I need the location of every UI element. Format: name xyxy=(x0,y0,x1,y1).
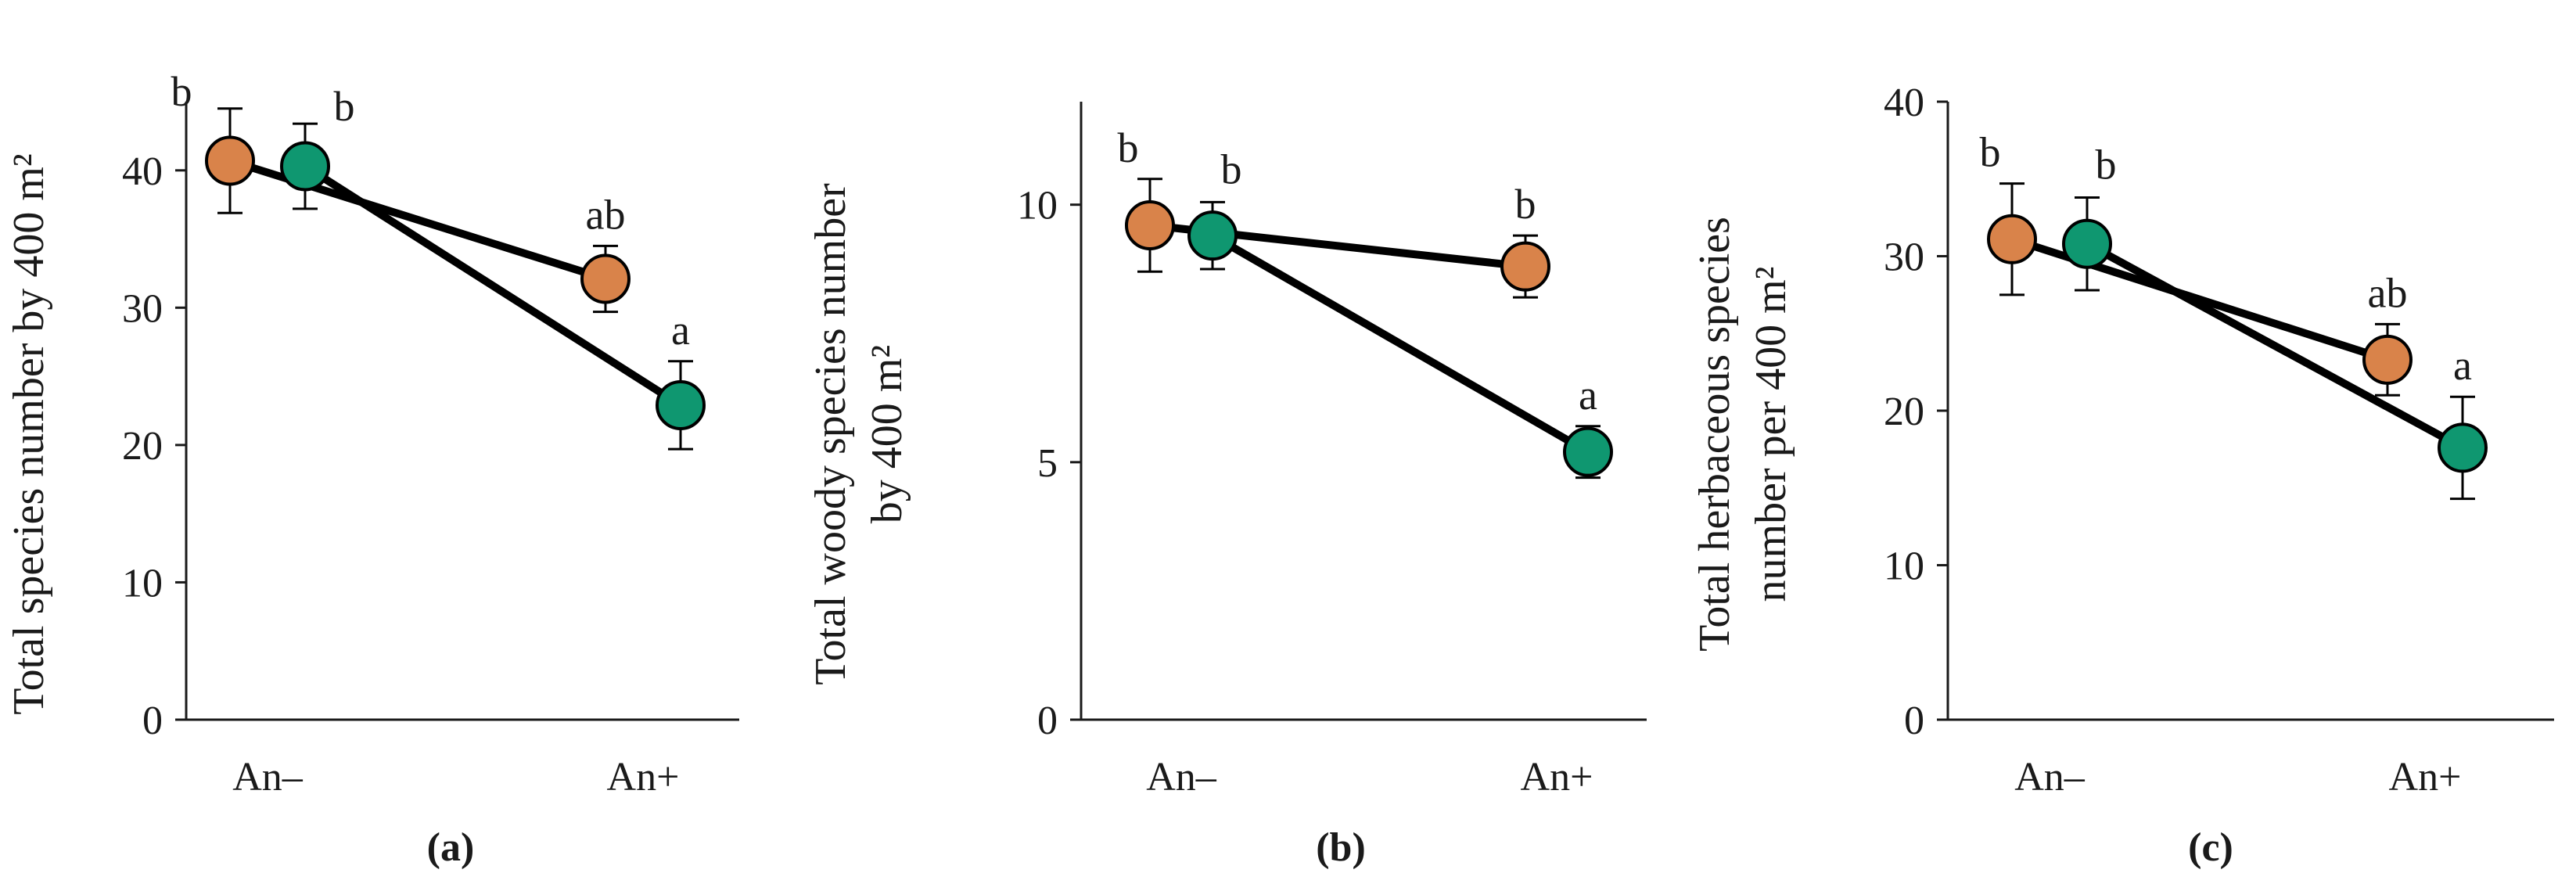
chart-panel-3: 0 10 20 30 40 An– An+ (c) Total herbaceous speci… xyxy=(1690,81,2554,870)
series-line-series_2 xyxy=(1209,232,1592,456)
significance-letter: ab xyxy=(586,191,626,238)
significance-letter: a xyxy=(671,307,690,354)
y-axis-title-line: Total herbaceous species xyxy=(1690,217,1739,652)
x-tick-label: An+ xyxy=(1521,755,1593,799)
x-tick-label: An– xyxy=(1146,755,1217,799)
data-point-series_1 xyxy=(1125,200,1175,250)
data-point-series_1 xyxy=(1987,214,2037,264)
significance-letter: b xyxy=(1221,146,1242,192)
significance-letter: b xyxy=(1515,181,1536,228)
series-line-series_2 xyxy=(301,162,684,409)
data-point-series_2 xyxy=(1187,210,1238,261)
significance-letter: b xyxy=(1118,124,1139,171)
y-axis-title-line: Total species number by 400 m² xyxy=(5,153,53,714)
data-point-series_1 xyxy=(580,253,631,304)
y-tick-label: 40 xyxy=(1884,81,1924,125)
data-point-series_2 xyxy=(2438,422,2488,473)
significance-letter: b xyxy=(1980,129,2001,176)
y-axis-title-line: Total woody species number xyxy=(807,183,855,685)
y-tick-label: 10 xyxy=(1017,184,1058,228)
y-tick-label: 0 xyxy=(1037,699,1058,743)
data-point-series_1 xyxy=(2362,334,2413,385)
chart-panel-1: 0 10 20 30 40 An– An+ (a) Total species number b… xyxy=(5,68,739,870)
x-tick-label: An– xyxy=(232,755,304,799)
significance-letter: b xyxy=(2096,141,2117,188)
y-tick-label: 20 xyxy=(122,424,163,469)
data-point-series_2 xyxy=(1563,426,1613,477)
significance-letter: ab xyxy=(2368,269,2408,316)
x-tick-label: An– xyxy=(2014,755,2086,799)
y-tick-label: 5 xyxy=(1037,441,1058,486)
y-tick-label: 40 xyxy=(122,149,163,194)
x-tick-label: An+ xyxy=(2389,755,2462,799)
x-tick-label: An+ xyxy=(607,755,680,799)
y-tick-label: 20 xyxy=(1884,390,1924,434)
significance-letter: a xyxy=(1579,372,1597,419)
panel-label: (a) xyxy=(427,825,475,870)
significance-letter: b xyxy=(171,68,192,115)
y-axis-title: Total woody species number by 400 m² xyxy=(807,183,911,685)
y-axis-title: Total herbaceous species number per 400 m… xyxy=(1690,217,1795,652)
series-line-series_2 xyxy=(2083,239,2466,452)
panel-label: (b) xyxy=(1316,825,1366,870)
y-tick-label: 10 xyxy=(1884,544,1924,589)
y-axis-title-line: by 400 m² xyxy=(863,345,911,523)
y-tick-label: 30 xyxy=(122,286,163,331)
y-tick-label: 0 xyxy=(142,699,163,743)
significance-letter: a xyxy=(2453,342,2472,389)
y-tick-label: 10 xyxy=(122,561,163,605)
data-point-series_1 xyxy=(1500,241,1550,292)
data-point-series_2 xyxy=(280,141,330,192)
y-tick-label: 0 xyxy=(1904,699,1924,743)
significance-letter: b xyxy=(334,83,355,130)
data-point-series_2 xyxy=(656,379,706,430)
y-axis-title-line: number per 400 m² xyxy=(1747,267,1795,602)
data-point-series_1 xyxy=(205,135,255,186)
data-point-series_2 xyxy=(2062,218,2112,269)
panel-label: (c) xyxy=(2188,825,2233,870)
y-axis-title: Total species number by 400 m² xyxy=(5,153,53,714)
y-tick-label: 30 xyxy=(1884,235,1924,280)
